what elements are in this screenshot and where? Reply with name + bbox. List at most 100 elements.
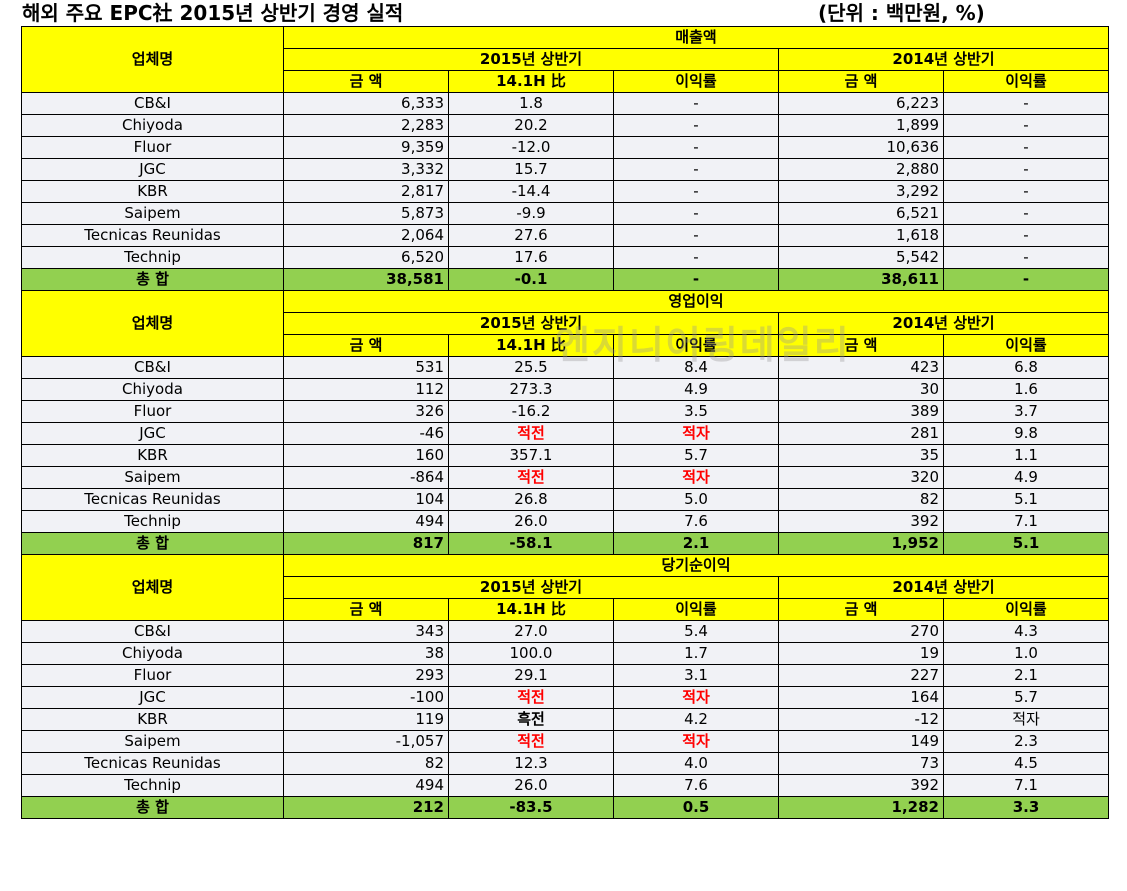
margin-2015: 7.6 [613,774,779,797]
amount-2014: 6,521 [778,202,944,225]
margin-2014: - [942,136,1110,159]
period-2015-header: 2015년 상반기 [283,312,779,335]
vs-14h: 29.1 [448,664,614,687]
margin-2014: 1.1 [942,444,1110,467]
margin-2014: 7.1 [942,510,1110,533]
margin-2015: 3.5 [613,400,779,423]
company-name: KBR [21,180,284,203]
amount-2015-header: 금 액 [283,70,449,93]
amount-2014: 73 [778,752,944,775]
company-name: CB&I [21,356,284,379]
margin-2014: 2.3 [942,730,1110,753]
column-header-row: 금 액 14.1H 比 이익률 금 액 이익률 [22,598,1110,621]
amount-2015: 82 [283,752,449,775]
company-name: CB&I [21,92,284,115]
margin-2014: 5.7 [942,686,1110,709]
vs-14h-header: 14.1H 比 [448,334,614,357]
table-row: JGC -46 적전 적자 281 9.8 [21,422,1110,445]
period-2014-header: 2014년 상반기 [777,576,1110,599]
vs-14h: 적전 [448,686,614,709]
margin-2014: - [942,92,1110,115]
vs-14h: 흑전 [448,708,614,731]
table-row: Fluor 326 -16.2 3.5 389 3.7 [21,400,1110,423]
amount-2014: 6,223 [778,92,944,115]
amount-2014: 82 [778,488,944,511]
amount-2015: -100 [283,686,449,709]
company-header: 업체명 [21,554,284,621]
amount-2015: 343 [283,620,449,643]
results-table: 업체명 매출액 2015년 상반기 2014년 상반기 금 액 14.1H 比 이익률 금 액… [21,26,1110,819]
margin-2015: 4.0 [613,752,779,775]
amount-2015: -1,057 [283,730,449,753]
amount-2015: 38 [283,642,449,665]
margin-2015-header: 이익률 [613,70,779,93]
total-vs-14h: -0.1 [448,268,614,291]
total-amount-2014: 1,952 [778,532,944,555]
vs-14h: 357.1 [448,444,614,467]
amount-2014: 5,542 [778,246,944,269]
company-name: KBR [21,708,284,731]
table-row: KBR 160 357.1 5.7 35 1.1 [21,444,1110,467]
amount-2015: 494 [283,774,449,797]
margin-2015: 8.4 [613,356,779,379]
title-row: 해외 주요 EPC社 2015년 상반기 경영 실적 (단위 : 백만원, %) [0,0,1108,26]
section-title: 당기순이익 [282,554,1110,577]
table-row: Technip 494 26.0 7.6 392 7.1 [21,774,1110,797]
vs-14h: 26.0 [448,510,614,533]
table-row: Technip 494 26.0 7.6 392 7.1 [21,510,1110,533]
amount-2014: 35 [778,444,944,467]
vs-14h: -12.0 [448,136,614,159]
amount-2014: 392 [778,774,944,797]
margin-2014: 1.0 [942,642,1110,665]
amount-2014: 320 [778,466,944,489]
table-row: KBR 119 흑전 4.2 -12 적자 [21,708,1110,731]
table-row: Technip 6,520 17.6-5,542- [21,246,1110,269]
margin-2015: - [613,136,779,159]
total-margin-2014: - [942,268,1110,291]
margin-2015: - [613,92,779,115]
total-margin-2014: 3.3 [942,796,1110,819]
margin-2014: 7.1 [942,774,1110,797]
period-header-row: 2015년 상반기 2014년 상반기 [22,48,1110,71]
company-name: Chiyoda [21,114,284,137]
table-row: Fluor 293 29.1 3.1 227 2.1 [21,664,1110,687]
amount-2014: 281 [778,422,944,445]
amount-2015: 119 [283,708,449,731]
table-row: Chiyoda 38 100.0 1.7 19 1.0 [21,642,1110,665]
margin-2015: - [613,246,779,269]
amount-2015: 6,333 [283,92,449,115]
amount-2014: 392 [778,510,944,533]
company-name: Chiyoda [21,642,284,665]
period-2015-header: 2015년 상반기 [283,48,779,71]
company-name: Fluor [21,664,284,687]
margin-2015: 적자 [613,686,779,709]
margin-2015: 5.7 [613,444,779,467]
total-amount-2015: 817 [283,532,449,555]
amount-2014: 1,618 [778,224,944,247]
amount-2014: 1,899 [778,114,944,137]
company-name: Tecnicas Reunidas [21,488,284,511]
section-title: 영업이익 [282,290,1110,313]
vs-14h: 100.0 [448,642,614,665]
table-row: CB&I 343 27.0 5.4 270 4.3 [21,620,1110,643]
vs-14h: 27.6 [448,224,614,247]
amount-2014: 19 [778,642,944,665]
margin-2015-header: 이익률 [613,598,779,621]
report-title: 해외 주요 EPC社 2015년 상반기 경영 실적 [22,1,404,25]
margin-2015: 적자 [613,422,779,445]
amount-2015: 326 [283,400,449,423]
margin-2015: 7.6 [613,510,779,533]
margin-2014: 4.9 [942,466,1110,489]
vs-14h: 26.8 [448,488,614,511]
total-margin-2015: 2.1 [613,532,779,555]
margin-2014: - [942,180,1110,203]
total-margin-2015: 0.5 [613,796,779,819]
amount-2015: 160 [283,444,449,467]
margin-2014: - [942,158,1110,181]
margin-2014-header: 이익률 [942,334,1110,357]
vs-14h: 1.8 [448,92,614,115]
amount-2015: 112 [283,378,449,401]
vs-14h: 26.0 [448,774,614,797]
table-row: Tecnicas Reunidas 104 26.8 5.0 82 5.1 [21,488,1110,511]
column-header-row: 금 액 14.1H 比 이익률 금 액 이익률 [22,70,1110,93]
